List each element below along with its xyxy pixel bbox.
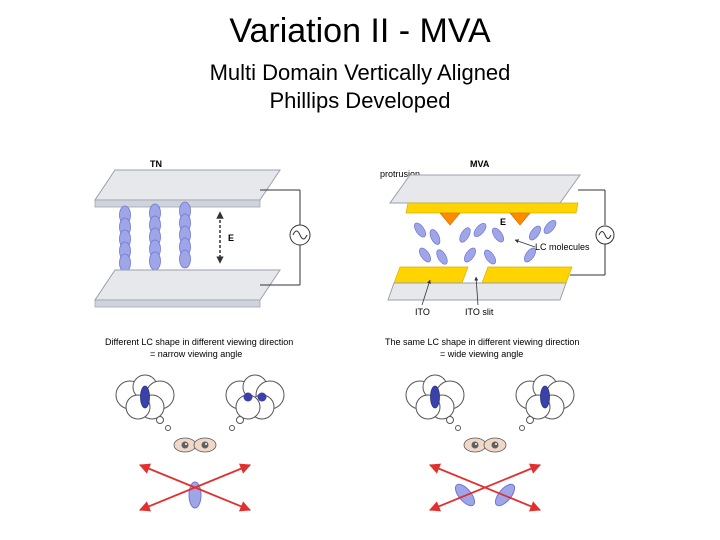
tn-top-plate: [95, 170, 280, 207]
mva-protrusions: [440, 213, 530, 225]
e-field-label: E: [228, 233, 234, 243]
subtitle-line-2: Phillips Developed: [270, 88, 451, 113]
tn-label: TN: [150, 159, 162, 169]
eyes-icon: [464, 438, 506, 452]
lc-label-arrow: [515, 240, 535, 247]
thought-cloud-1: [116, 375, 174, 431]
diagram-area: TN: [90, 155, 630, 515]
eyes-icon: [174, 438, 216, 452]
mva-top-glass: [390, 175, 580, 203]
tn-caption-1: Different LC shape in different viewing …: [105, 337, 293, 347]
mva-lc-targets: [452, 481, 518, 509]
mva-caption-1: The same LC shape in different viewing d…: [385, 337, 579, 347]
lc-label: LC molecules: [535, 242, 590, 252]
page-subtitle: Multi Domain Vertically Aligned Phillips…: [0, 59, 720, 114]
thought-cloud-3: [406, 375, 464, 431]
thought-cloud-4: [516, 375, 574, 431]
tn-bottom-plate: [95, 270, 280, 307]
tn-panel: TN: [95, 159, 310, 307]
tn-lc-columns: [120, 202, 191, 272]
mva-top-ito: [406, 203, 578, 213]
subtitle-line-1: Multi Domain Vertically Aligned: [210, 60, 511, 85]
mva-label: MVA: [470, 159, 490, 169]
ito-slit-label: ITO slit: [465, 307, 494, 317]
mva-caption-2: = wide viewing angle: [440, 349, 523, 359]
tn-caption-2: = narrow viewing angle: [150, 349, 242, 359]
mva-bottom-ito: [394, 267, 572, 283]
thought-cloud-2: [226, 375, 284, 431]
mva-viewing: [406, 375, 574, 510]
ito-label: ITO: [415, 307, 430, 317]
mva-e-label: E: [500, 217, 506, 227]
mva-panel: MVA protrusion E: [380, 159, 614, 317]
tn-viewing: [116, 375, 284, 510]
page-title: Variation II - MVA: [0, 0, 720, 51]
